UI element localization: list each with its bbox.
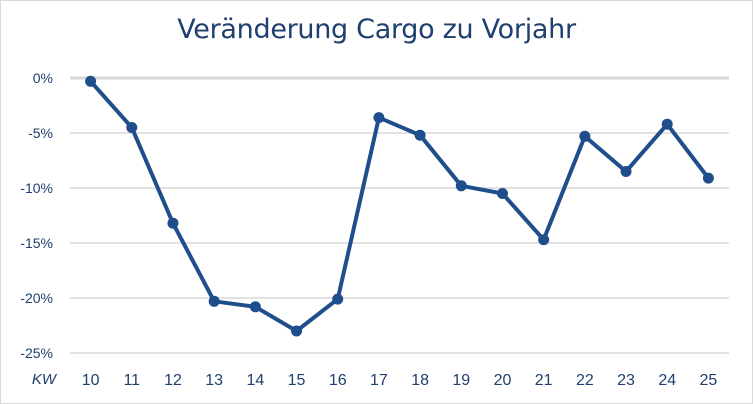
data-point-marker: [455, 180, 467, 192]
data-point-marker: [249, 301, 261, 313]
y-tick-label: -15%: [20, 235, 53, 251]
x-tick-label: 17: [370, 372, 388, 389]
data-point-marker: [126, 122, 138, 133]
x-tick-label: 18: [411, 372, 429, 389]
data-point-marker: [414, 129, 426, 141]
x-tick-label: 24: [658, 372, 676, 389]
x-tick-label: 12: [164, 372, 182, 389]
data-point-marker: [579, 130, 591, 142]
data-point-marker: [496, 188, 508, 199]
y-tick-label: -25%: [20, 345, 53, 361]
y-tick-label: -10%: [20, 180, 53, 196]
x-tick-label: 10: [82, 372, 100, 389]
data-point-marker: [85, 75, 97, 87]
x-tick-label: 16: [329, 372, 347, 389]
y-tick-label: -5%: [28, 125, 53, 141]
data-point-marker: [373, 112, 385, 124]
data-point-marker: [332, 293, 344, 305]
series-line: [89, 79, 710, 333]
x-tick-label: 11: [123, 372, 140, 389]
x-tick-label: 21: [535, 372, 553, 389]
data-point-marker: [702, 172, 714, 184]
x-axis-label: KW: [32, 371, 58, 388]
data-point-marker: [661, 118, 673, 130]
x-tick-label: 20: [494, 372, 512, 389]
x-tick-label: 19: [452, 372, 470, 389]
x-tick-label: 13: [205, 372, 223, 389]
y-tick-label: -20%: [20, 290, 53, 306]
data-point-marker: [291, 325, 303, 337]
x-tick-label: 22: [576, 372, 594, 389]
data-point-marker: [208, 295, 220, 307]
chart-title: Veränderung Cargo zu Vorjahr: [177, 14, 576, 45]
x-tick-label: 15: [288, 372, 306, 389]
y-tick-label: 0%: [33, 70, 53, 86]
x-tick-label: 23: [617, 372, 635, 389]
data-point-marker: [620, 166, 632, 177]
x-tick-label: 14: [246, 372, 264, 389]
x-tick-label: 25: [700, 372, 718, 389]
data-point-marker: [538, 234, 550, 246]
data-point-marker: [167, 217, 179, 229]
